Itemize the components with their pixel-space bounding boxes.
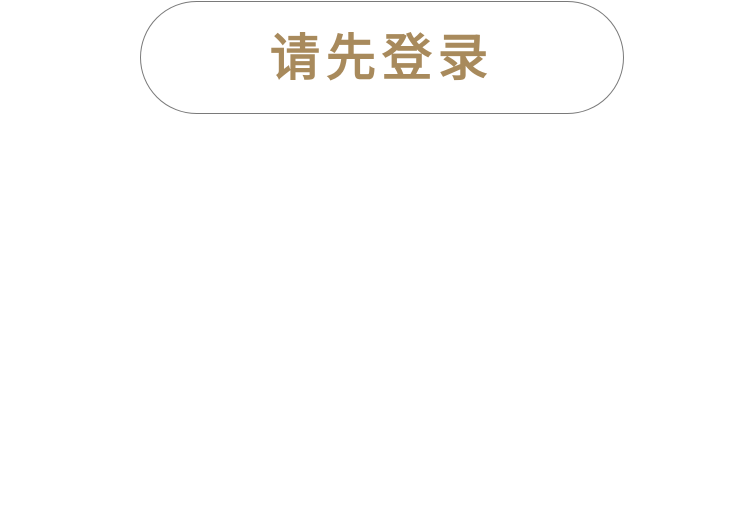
login-button[interactable]: 请先登录 bbox=[140, 1, 624, 114]
empty-content-area bbox=[0, 130, 750, 507]
login-button-label: 请先登录 bbox=[270, 28, 494, 87]
